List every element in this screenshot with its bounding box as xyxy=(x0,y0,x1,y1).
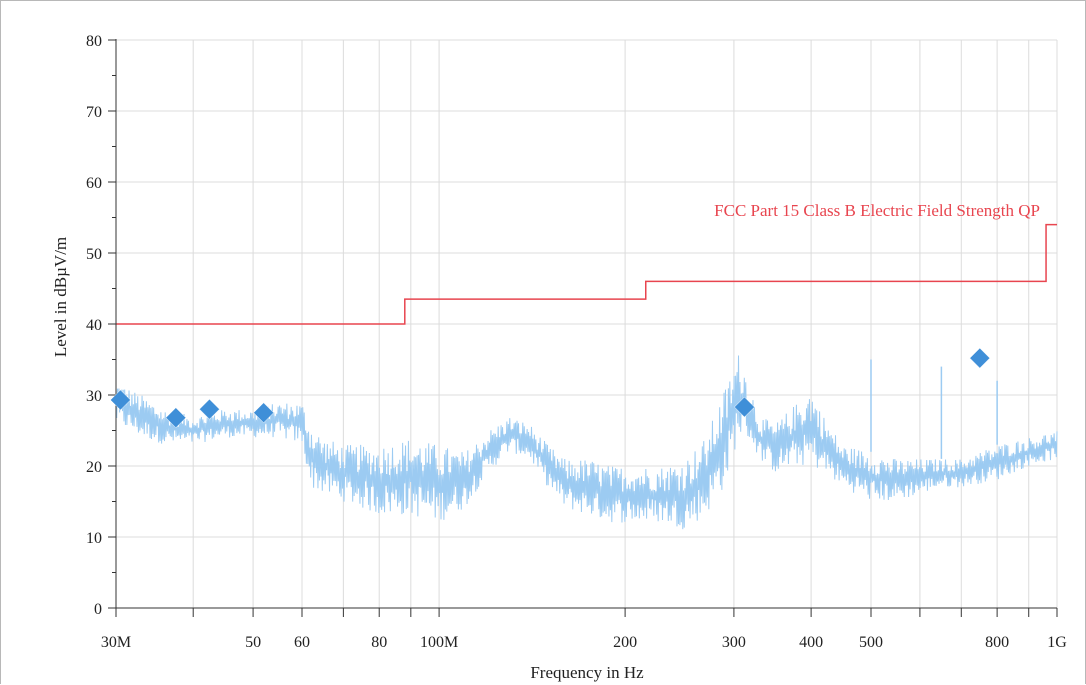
qp-marker xyxy=(734,396,755,418)
marker-group xyxy=(110,347,991,429)
measurement-trace-group xyxy=(115,355,1058,530)
x-tick-label: 60 xyxy=(294,634,310,651)
qp-marker xyxy=(165,407,187,429)
x-tick-label: 50 xyxy=(245,634,261,651)
x-tick-label: 200 xyxy=(613,634,637,651)
x-tick-label: 400 xyxy=(799,634,823,651)
measurement-trace xyxy=(115,355,1058,530)
y-axis-title: Level in dBµV/m xyxy=(51,237,70,357)
x-tick-label: 500 xyxy=(859,634,883,651)
y-tick-label: 20 xyxy=(86,459,102,476)
axes: 0 10 20 30 40 50 60 70 80 30M 50 60 80 100M 200 300 400 5… xyxy=(86,33,1067,651)
y-tick-label: 50 xyxy=(86,246,102,263)
limit-line-group xyxy=(116,223,1057,325)
limit-line-label: FCC Part 15 Class B Electric Field Stren… xyxy=(714,201,1040,220)
y-tick-label: 10 xyxy=(86,530,102,547)
x-tick-label: 1G xyxy=(1047,634,1067,651)
x-tick-label: 100M xyxy=(420,634,458,651)
y-tick-label: 80 xyxy=(86,33,102,50)
y-tick-label: 0 xyxy=(94,601,102,618)
x-tick-label: 30M xyxy=(101,634,131,651)
y-tick-label: 40 xyxy=(86,317,102,334)
qp-marker xyxy=(110,389,131,411)
x-tick-label: 800 xyxy=(985,634,1009,651)
x-tick-label: 80 xyxy=(371,634,387,651)
y-tick-label: 70 xyxy=(86,104,102,121)
y-tick-label: 60 xyxy=(86,175,102,192)
limit-line xyxy=(116,223,1057,325)
qp-marker xyxy=(253,402,274,424)
y-tick-label: 30 xyxy=(86,388,102,405)
x-axis-title: Frequency in Hz xyxy=(530,663,644,682)
x-tick-label: 300 xyxy=(722,634,746,651)
qp-marker xyxy=(969,347,991,369)
qp-marker xyxy=(199,398,220,420)
